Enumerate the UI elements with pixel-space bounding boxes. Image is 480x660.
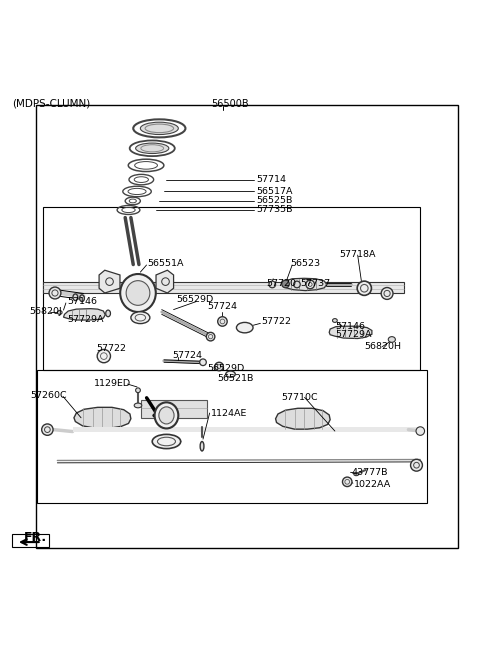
Polygon shape	[156, 270, 174, 293]
Polygon shape	[63, 309, 105, 320]
Ellipse shape	[388, 337, 396, 343]
Text: 57722: 57722	[96, 343, 126, 352]
Polygon shape	[99, 270, 120, 293]
Ellipse shape	[152, 434, 180, 449]
Text: 57729A: 57729A	[67, 315, 103, 324]
Ellipse shape	[126, 280, 150, 306]
Polygon shape	[329, 326, 372, 339]
Text: 56523: 56523	[290, 259, 321, 268]
Polygon shape	[276, 409, 330, 429]
Text: 1129ED: 1129ED	[95, 379, 132, 388]
Text: 57146: 57146	[335, 321, 365, 331]
Polygon shape	[141, 400, 207, 418]
Ellipse shape	[97, 349, 110, 363]
Text: 56500B: 56500B	[212, 99, 249, 109]
Ellipse shape	[282, 280, 289, 288]
Text: 56551A: 56551A	[147, 259, 184, 268]
Text: 56521B: 56521B	[217, 374, 253, 383]
Ellipse shape	[200, 442, 204, 451]
Bar	[43, 282, 404, 293]
Ellipse shape	[73, 294, 78, 300]
Ellipse shape	[134, 403, 142, 408]
Ellipse shape	[416, 427, 424, 436]
Text: (MDPS-CLUMN): (MDPS-CLUMN)	[12, 99, 91, 109]
Ellipse shape	[294, 281, 300, 288]
Ellipse shape	[200, 359, 206, 366]
Ellipse shape	[206, 333, 215, 341]
Bar	[36, 105, 458, 548]
Ellipse shape	[333, 319, 337, 322]
Ellipse shape	[49, 287, 61, 299]
Text: 57737: 57737	[301, 279, 331, 288]
Text: 56529D: 56529D	[208, 364, 245, 374]
Ellipse shape	[381, 288, 393, 300]
Ellipse shape	[354, 473, 359, 476]
Text: 1022AA: 1022AA	[354, 480, 391, 488]
Ellipse shape	[342, 477, 352, 486]
Text: 57718A: 57718A	[340, 249, 376, 259]
Text: 57722: 57722	[261, 317, 291, 327]
Ellipse shape	[136, 388, 140, 393]
Ellipse shape	[80, 295, 84, 302]
Text: 57146: 57146	[67, 297, 97, 306]
Ellipse shape	[215, 362, 223, 371]
Ellipse shape	[140, 122, 179, 135]
Ellipse shape	[159, 407, 174, 424]
Text: 57260C: 57260C	[30, 391, 67, 400]
Ellipse shape	[237, 322, 253, 333]
Text: FR.: FR.	[24, 531, 47, 544]
Text: 1124AE: 1124AE	[211, 409, 247, 418]
Text: 56517A: 56517A	[257, 187, 293, 196]
Bar	[73, 427, 418, 432]
Ellipse shape	[136, 143, 169, 154]
Ellipse shape	[226, 371, 235, 378]
Text: 43777B: 43777B	[351, 468, 388, 477]
Text: 56820H: 56820H	[365, 342, 402, 351]
Ellipse shape	[357, 281, 372, 296]
Polygon shape	[74, 407, 131, 428]
Ellipse shape	[410, 459, 422, 471]
Text: 57735B: 57735B	[257, 205, 293, 214]
Text: 57729A: 57729A	[335, 330, 372, 339]
Text: 57720: 57720	[266, 279, 296, 288]
Text: 57724: 57724	[173, 350, 203, 360]
Ellipse shape	[269, 281, 276, 288]
Ellipse shape	[218, 317, 227, 326]
Ellipse shape	[131, 312, 150, 323]
Text: 56820J: 56820J	[29, 306, 61, 315]
Ellipse shape	[120, 274, 156, 312]
Polygon shape	[283, 279, 326, 290]
Text: 56525B: 56525B	[257, 197, 293, 205]
Ellipse shape	[106, 310, 110, 317]
Ellipse shape	[306, 280, 314, 288]
Text: 57710C: 57710C	[282, 393, 318, 402]
Bar	[12, 533, 49, 547]
Ellipse shape	[57, 311, 62, 314]
Text: 57724: 57724	[207, 302, 237, 311]
Ellipse shape	[42, 424, 53, 436]
Text: 56529D: 56529D	[176, 294, 213, 304]
Text: 57714: 57714	[257, 175, 287, 184]
Ellipse shape	[155, 403, 179, 428]
